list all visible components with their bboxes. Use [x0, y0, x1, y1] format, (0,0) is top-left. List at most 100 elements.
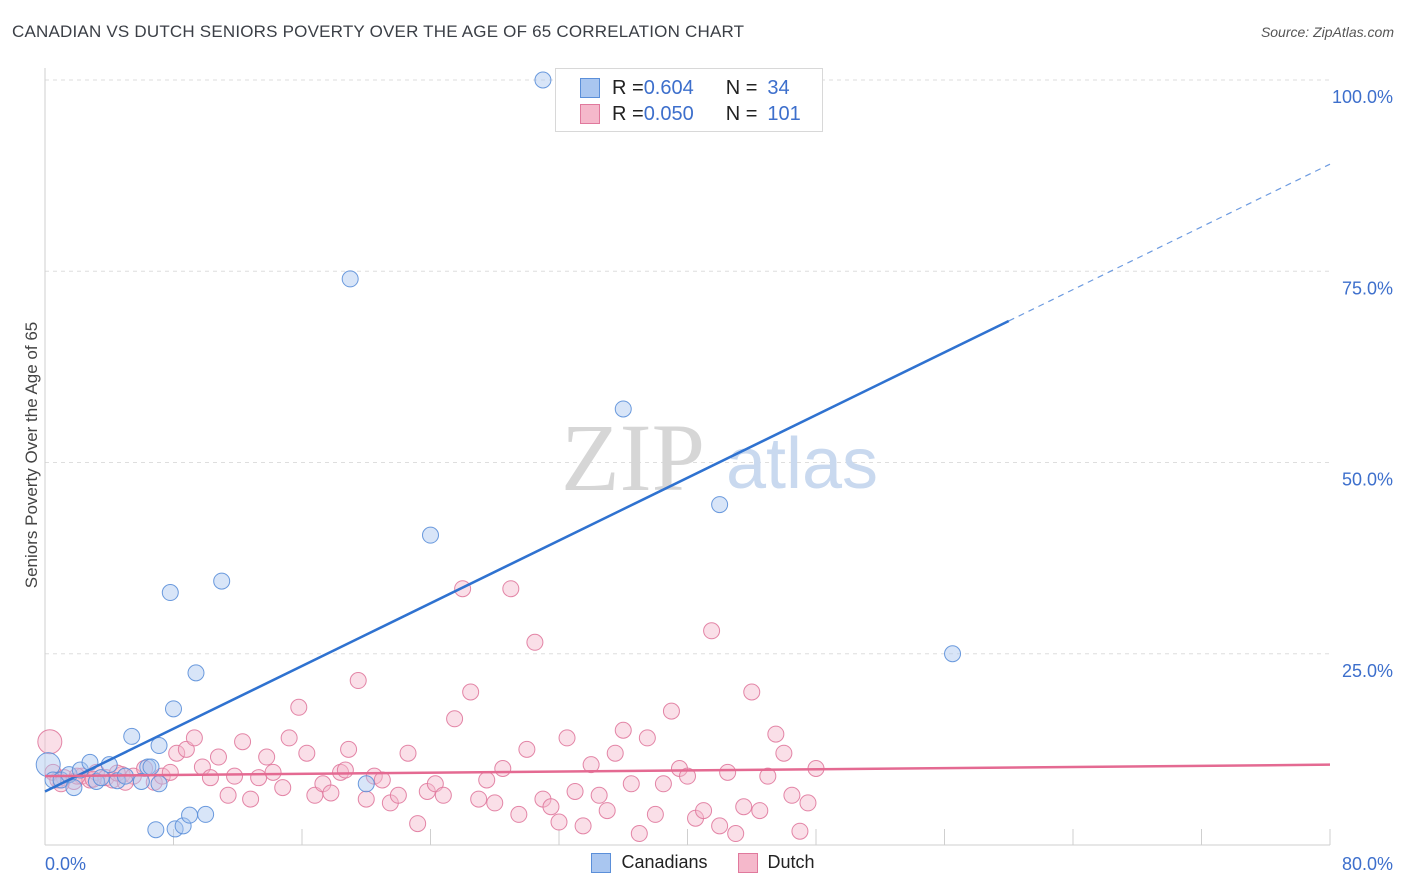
x-tick-label: 0.0%: [45, 854, 86, 874]
dutch-point: [219, 786, 237, 804]
legend-item-dutch[interactable]: Dutch: [737, 852, 815, 873]
dutch-point: [662, 702, 680, 720]
dutch-point: [799, 794, 817, 812]
canadians-point: [65, 779, 83, 797]
series-legend: Canadians Dutch: [0, 852, 1406, 873]
dutch-point: [630, 825, 648, 843]
y-tick-label: 75.0%: [1342, 278, 1393, 298]
n-label: N =: [725, 102, 758, 125]
tick-labels: 25.0% 50.0% 75.0% 100.0% 0.0% 80.0%: [45, 87, 1393, 874]
dutch-point: [298, 744, 316, 762]
dutch-point: [264, 763, 282, 781]
r-label: R =: [612, 76, 644, 99]
dutch-point: [719, 763, 737, 781]
dutch-trend-line: [44, 763, 1331, 778]
dutch-point: [462, 683, 480, 701]
dutch-point: [767, 725, 785, 743]
dutch-point: [695, 802, 713, 820]
dutch-point: [574, 817, 592, 835]
dutch-point: [494, 760, 512, 777]
axes: [44, 68, 1331, 846]
dutch-point: [226, 767, 244, 785]
dutch-point: [735, 798, 753, 816]
trend-lines: [44, 163, 1331, 793]
canadians-swatch: [591, 852, 612, 873]
chart-title: CANADIAN VS DUTCH SENIORS POVERTY OVER T…: [12, 22, 745, 41]
dutch-point: [340, 740, 358, 758]
dutch-point: [434, 786, 452, 804]
dutch-point: [258, 748, 276, 766]
dutch-point: [280, 729, 298, 747]
dutch-point: [775, 744, 793, 762]
canadians-point: [142, 758, 160, 776]
canadians-point: [187, 664, 205, 682]
dutch-point: [542, 798, 560, 816]
canadians-point: [174, 817, 192, 835]
dutch-point: [290, 698, 308, 716]
watermark: ZIP atlas: [561, 404, 878, 511]
dutch-point: [606, 744, 624, 762]
dutch-point: [161, 763, 179, 781]
canadians-point: [150, 775, 168, 793]
dutch-point: [598, 802, 616, 820]
canadians-point: [150, 737, 168, 755]
r-label: R =: [612, 102, 644, 125]
dutch-point: [550, 813, 568, 831]
dutch-point: [502, 580, 520, 598]
dutch-point: [783, 786, 801, 804]
pink-swatch: [580, 104, 600, 124]
dutch-point: [759, 767, 777, 785]
x-tick-label: 80.0%: [1342, 854, 1393, 874]
dutch-points: [37, 580, 825, 843]
canadians-point: [161, 584, 179, 602]
dutch-point: [654, 775, 672, 793]
dutch-point: [409, 815, 427, 833]
legend-row-canadians: R = 0.604 N = 34: [580, 75, 790, 101]
n-value: 34: [767, 76, 790, 99]
dutch-point: [638, 729, 656, 747]
dutch-point: [590, 786, 608, 804]
dutch-point: [97, 769, 115, 787]
dutch-point: [646, 805, 664, 823]
dutch-point: [250, 769, 268, 787]
canadians-point: [181, 806, 199, 824]
dutch-point: [478, 771, 496, 789]
r-value: 0.050: [643, 102, 694, 125]
source-label: Source: ZipAtlas.com: [1260, 24, 1394, 40]
dutch-point: [399, 744, 417, 762]
dutch-point: [711, 817, 729, 835]
dutch-point: [622, 775, 640, 793]
dutch-point: [201, 769, 219, 787]
legend-row-dutch: R = 0.050 N = 101: [580, 101, 801, 127]
dutch-point: [751, 802, 769, 820]
watermark-atlas: atlas: [726, 424, 878, 504]
dutch-point: [185, 729, 203, 747]
dutch-point: [349, 672, 367, 690]
dutch-point: [486, 794, 504, 812]
gridlines: [45, 79, 1330, 655]
dutch-point: [336, 761, 354, 779]
canadians-point: [944, 645, 962, 663]
canadians-point: [614, 400, 632, 418]
legend-item-canadians[interactable]: Canadians: [591, 852, 708, 873]
canadians-point: [165, 700, 182, 718]
canadians-point: [341, 270, 359, 288]
canadians-trend-extension: [1008, 163, 1331, 322]
dutch-point: [510, 805, 528, 823]
dutch-point: [209, 748, 227, 766]
correlation-legend: R = 0.604 N = 34 R = 0.050 N = 101: [555, 68, 823, 132]
dutch-point: [274, 779, 292, 797]
dutch-point: [242, 790, 260, 808]
dutch-point: [322, 784, 340, 802]
dutch-point: [518, 740, 536, 758]
dutch-point: [614, 721, 632, 739]
dutch-swatch: [737, 852, 758, 873]
dutch-point: [168, 744, 186, 762]
dutch-point: [582, 756, 600, 774]
dutch-point: [703, 622, 721, 640]
canadians-point: [357, 775, 375, 793]
dutch-point: [743, 683, 761, 701]
n-value: 101: [767, 102, 801, 125]
dutch-point: [679, 767, 696, 785]
